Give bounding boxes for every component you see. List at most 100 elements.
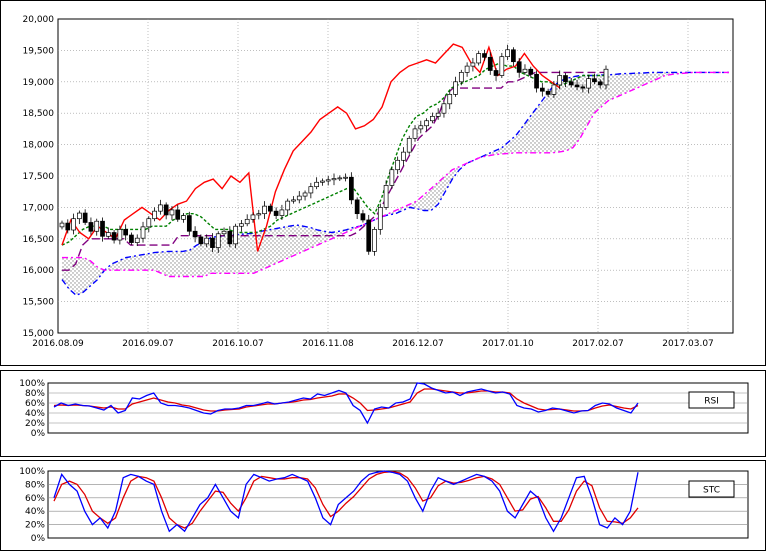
stc-lines bbox=[53, 470, 639, 533]
candle-body bbox=[100, 220, 105, 237]
candle-body bbox=[239, 223, 244, 227]
candle-body bbox=[343, 176, 348, 179]
osc-tick-label: 0% bbox=[31, 534, 46, 544]
candle-body bbox=[476, 53, 482, 64]
date-tick-label: 2016.11.08 bbox=[302, 339, 354, 349]
candle-body bbox=[233, 225, 238, 245]
candle-body bbox=[586, 78, 591, 89]
candle-body bbox=[221, 230, 227, 235]
candle-body bbox=[597, 81, 603, 86]
candle-body bbox=[262, 205, 267, 215]
date-tick-label: 2017.02.07 bbox=[572, 339, 624, 349]
candle-body bbox=[418, 125, 424, 130]
leading-span-b-line bbox=[62, 71, 729, 278]
candle-body bbox=[482, 53, 487, 58]
osc-tick-label: 80% bbox=[25, 389, 45, 399]
candle-body bbox=[551, 84, 557, 95]
rsi-label: RSI bbox=[704, 397, 719, 407]
candle-body bbox=[360, 213, 366, 221]
candle-body bbox=[267, 205, 273, 212]
candle-body bbox=[65, 222, 71, 231]
candle-body bbox=[464, 65, 470, 73]
date-axis-ticks: 2016.08.09 2016.09.07 2016.10.07 2016.11.08… bbox=[32, 339, 714, 349]
candle-body bbox=[175, 209, 181, 220]
candle-body bbox=[256, 213, 262, 216]
date-tick-label: 2016.08.09 bbox=[32, 339, 84, 349]
candle-body bbox=[192, 230, 198, 238]
candle-body bbox=[140, 226, 146, 239]
candle-body bbox=[557, 75, 563, 86]
candle-body bbox=[372, 229, 377, 252]
rsi-plot-area bbox=[47, 382, 749, 434]
candle-body bbox=[94, 220, 100, 232]
candle-body bbox=[210, 237, 215, 248]
candle-body bbox=[563, 75, 568, 83]
candle-body bbox=[377, 207, 383, 230]
candle-body bbox=[134, 237, 140, 243]
osc-tick-label: 60% bbox=[25, 494, 45, 504]
candle-body bbox=[215, 233, 221, 248]
date-tick-label: 2016.09.07 bbox=[122, 339, 174, 349]
candle-body bbox=[389, 169, 395, 186]
osc-tick-label: 100% bbox=[19, 379, 45, 389]
stc-line bbox=[53, 470, 639, 533]
candle-body bbox=[59, 222, 65, 228]
candle-body bbox=[424, 120, 429, 127]
osc-tick-label: 20% bbox=[25, 419, 45, 429]
price-tick-label: 16,000 bbox=[23, 266, 55, 276]
rsi-line bbox=[53, 382, 639, 425]
candle-body bbox=[250, 214, 256, 220]
candle-body bbox=[181, 215, 186, 220]
price-plot-area bbox=[57, 18, 734, 334]
osc-tick-label: 100% bbox=[19, 467, 45, 477]
candle-body bbox=[539, 87, 545, 92]
candle-body bbox=[186, 215, 192, 232]
candle-body bbox=[117, 229, 123, 241]
candle-body bbox=[447, 94, 453, 105]
osc-tick-label: 60% bbox=[25, 399, 45, 409]
price-tick-label: 19,000 bbox=[23, 78, 55, 88]
price-tick-label: 17,500 bbox=[23, 172, 55, 182]
price-tick-label: 16,500 bbox=[23, 235, 55, 245]
candle-body bbox=[592, 78, 597, 83]
candle-body bbox=[516, 61, 522, 73]
candle-body bbox=[470, 62, 476, 67]
date-tick-label: 2017.03.07 bbox=[662, 339, 714, 349]
stc-label-box bbox=[688, 480, 735, 498]
candle-body bbox=[568, 81, 574, 86]
stc-gridlines: 100% 80% 60% 40% 20% 0% bbox=[19, 467, 748, 544]
price-tick-label: 18,500 bbox=[23, 109, 55, 119]
candle-body bbox=[412, 128, 418, 139]
candle-body bbox=[291, 199, 296, 202]
candle-body bbox=[158, 204, 163, 212]
osc-tick-label: 0% bbox=[31, 429, 46, 439]
candle-body bbox=[435, 112, 441, 117]
date-tick-label: 2016.12.07 bbox=[392, 339, 444, 349]
candle-body bbox=[325, 179, 331, 182]
rsi-label-box bbox=[688, 391, 735, 409]
candle-body bbox=[244, 218, 250, 225]
rsi-lines bbox=[53, 382, 639, 425]
candle-body bbox=[279, 209, 285, 216]
osc-tick-label: 20% bbox=[25, 521, 45, 531]
candle-body bbox=[331, 178, 337, 181]
candle-body bbox=[123, 229, 129, 236]
candle-body bbox=[441, 103, 447, 114]
candle-body bbox=[528, 68, 534, 75]
candle-body bbox=[302, 192, 308, 197]
stc-signal-line bbox=[53, 471, 639, 529]
candle-body bbox=[71, 218, 76, 231]
candle-body bbox=[314, 181, 319, 188]
price-tick-label: 17,000 bbox=[23, 203, 55, 213]
candle-body bbox=[366, 219, 372, 252]
osc-tick-label: 40% bbox=[25, 507, 45, 517]
candle-body bbox=[82, 212, 88, 223]
osc-tick-label: 40% bbox=[25, 409, 45, 419]
candle-body bbox=[534, 73, 539, 89]
candle-body bbox=[320, 180, 325, 183]
lagging-span-line bbox=[61, 43, 561, 252]
price-tick-label: 15,500 bbox=[23, 298, 55, 308]
candle-body bbox=[105, 232, 111, 237]
candle-body bbox=[458, 72, 464, 83]
candle-body bbox=[453, 81, 458, 95]
